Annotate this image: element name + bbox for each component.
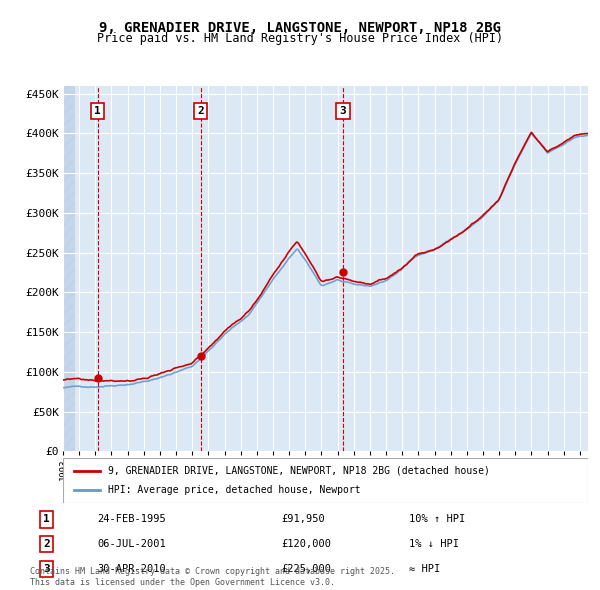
- Text: Contains HM Land Registry data © Crown copyright and database right 2025.
This d: Contains HM Land Registry data © Crown c…: [30, 568, 395, 586]
- Text: 9, GRENADIER DRIVE, LANGSTONE, NEWPORT, NP18 2BG: 9, GRENADIER DRIVE, LANGSTONE, NEWPORT, …: [99, 21, 501, 35]
- Bar: [63, 86, 75, 451]
- Text: £120,000: £120,000: [281, 539, 331, 549]
- Text: Price paid vs. HM Land Registry's House Price Index (HPI): Price paid vs. HM Land Registry's House …: [97, 32, 503, 45]
- Text: 3: 3: [340, 106, 346, 116]
- Text: 1: 1: [43, 514, 50, 525]
- Text: 9, GRENADIER DRIVE, LANGSTONE, NEWPORT, NP18 2BG (detached house): 9, GRENADIER DRIVE, LANGSTONE, NEWPORT, …: [107, 466, 490, 476]
- Text: 1: 1: [94, 106, 101, 116]
- Text: 24-FEB-1995: 24-FEB-1995: [97, 514, 166, 525]
- Text: ≈ HPI: ≈ HPI: [409, 564, 440, 574]
- Text: 06-JUL-2001: 06-JUL-2001: [97, 539, 166, 549]
- Text: 2: 2: [43, 539, 50, 549]
- Text: 3: 3: [43, 564, 50, 574]
- Text: 10% ↑ HPI: 10% ↑ HPI: [409, 514, 466, 525]
- Text: 1% ↓ HPI: 1% ↓ HPI: [409, 539, 460, 549]
- Text: 2: 2: [197, 106, 204, 116]
- Text: £91,950: £91,950: [281, 514, 325, 525]
- Text: HPI: Average price, detached house, Newport: HPI: Average price, detached house, Newp…: [107, 486, 360, 495]
- FancyBboxPatch shape: [63, 458, 588, 503]
- Text: 30-APR-2010: 30-APR-2010: [97, 564, 166, 574]
- Text: £225,000: £225,000: [281, 564, 331, 574]
